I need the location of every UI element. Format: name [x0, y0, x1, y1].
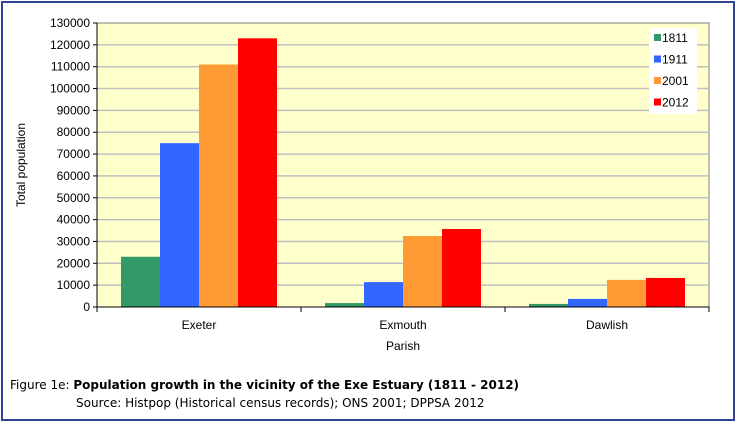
y-tick-label: 30000 — [57, 234, 91, 248]
bar-exmouth-1911 — [364, 282, 403, 307]
y-tick-label: 90000 — [57, 103, 91, 117]
legend-label-1911: 1911 — [662, 53, 688, 67]
legend-label-2012: 2012 — [662, 96, 689, 110]
y-tick-label: 80000 — [57, 125, 91, 139]
legend-swatch-1911 — [654, 55, 661, 63]
bar-exmouth-2001 — [403, 236, 442, 307]
bar-exeter-1811 — [121, 256, 160, 307]
y-tick-label: 60000 — [57, 169, 91, 183]
figure-caption: Figure 1e: Population growth in the vici… — [10, 378, 519, 392]
y-tick-label: 0 — [83, 300, 90, 314]
x-tick-label: Exmouth — [379, 318, 426, 332]
x-axis-label: Parish — [386, 339, 420, 353]
y-tick-label: 50000 — [57, 191, 91, 205]
legend-label-2001: 2001 — [662, 74, 689, 88]
bar-dawlish-1811 — [529, 303, 568, 307]
bar-exeter-2001 — [199, 64, 238, 307]
bar-dawlish-1911 — [568, 298, 607, 307]
legend-swatch-2012 — [654, 98, 661, 106]
y-tick-label: 130000 — [50, 16, 90, 30]
bar-dawlish-2001 — [607, 279, 646, 307]
caption-source: Source: Histpop (Historical census recor… — [76, 396, 485, 410]
y-tick-label: 120000 — [50, 38, 90, 52]
bar-exeter-1911 — [160, 143, 199, 307]
bar-exmouth-2012 — [442, 229, 481, 307]
y-tick-label: 40000 — [57, 213, 91, 227]
y-tick-label: 70000 — [57, 147, 91, 161]
y-tick-label: 100000 — [50, 82, 90, 96]
bar-exmouth-1811 — [325, 303, 364, 307]
y-tick-label: 110000 — [51, 60, 90, 74]
y-tick-label: 10000 — [57, 278, 91, 292]
x-tick-label: Dawlish — [586, 318, 628, 332]
legend-swatch-2001 — [654, 77, 661, 84]
caption-prefix: Figure 1e: — [10, 378, 74, 392]
x-tick-label: Exeter — [182, 318, 217, 332]
legend-label-1811: 1811 — [662, 31, 688, 45]
y-tick-label: 20000 — [57, 256, 91, 270]
bar-dawlish-2012 — [646, 277, 685, 307]
legend-swatch-1811 — [654, 34, 661, 41]
bar-exeter-2012 — [238, 38, 277, 308]
y-axis-label: Total population — [14, 123, 28, 207]
legend: 1811 1911 2001 2012 — [649, 28, 697, 114]
caption-title: Population growth in the vicinity of the… — [73, 378, 520, 392]
